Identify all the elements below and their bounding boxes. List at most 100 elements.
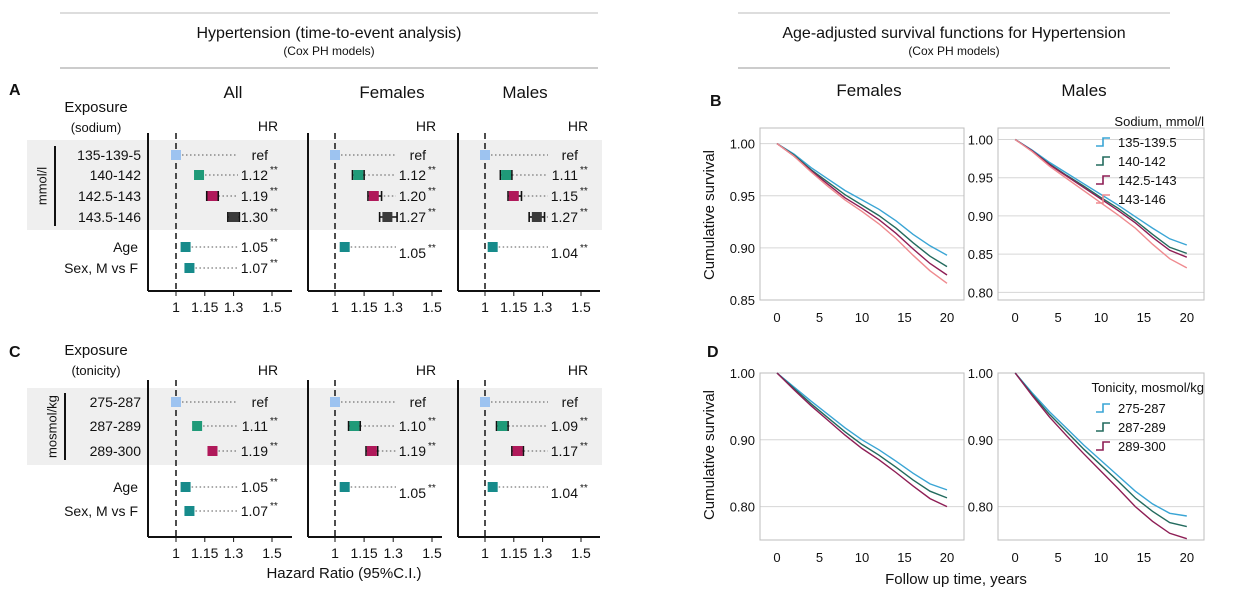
left-subtitle: (Cox PH models): [283, 44, 374, 58]
plot-frame: [997, 127, 1205, 301]
hr-marker: [480, 397, 490, 407]
hr-marker: [353, 170, 364, 180]
hr-value-label: 1.07: [241, 503, 268, 519]
hr-marker: [349, 421, 360, 431]
forest-tick-label: 1.5: [262, 299, 282, 315]
hr-marker: [487, 242, 498, 252]
right-title: Age-adjusted survival functions for Hype…: [782, 25, 1125, 42]
y-tick-label: 0.80: [968, 285, 993, 300]
exposure-label: Exposure: [64, 99, 127, 116]
survival-curve-d-females: [776, 372, 948, 508]
forest-tick-label: 1: [172, 545, 180, 561]
x-tick-label: 5: [1054, 550, 1061, 565]
x-tick-label: 20: [1180, 550, 1194, 565]
subplot-title-males: Males: [1061, 81, 1106, 100]
left-title: Hypertension (time-to-event analysis): [197, 25, 462, 42]
hr-value-label: 1.10: [399, 418, 426, 434]
hr-value-label: 1.07: [241, 260, 268, 276]
significance-marker: **: [428, 416, 436, 427]
hr-header: HR: [416, 118, 436, 134]
hr-marker: [366, 446, 377, 456]
hr-value-label: ref: [410, 394, 426, 410]
forest-tick-label: 1: [172, 299, 180, 315]
row-label: Age: [113, 239, 138, 255]
hr-marker: [180, 482, 191, 492]
panel-letter-d: D: [707, 344, 719, 361]
significance-marker: **: [580, 483, 588, 494]
survival-curve-d-males: [1014, 372, 1188, 540]
forest-tick-label: 1.5: [262, 545, 282, 561]
significance-marker: **: [580, 207, 588, 218]
survival-y-label: Cumulative survival: [701, 150, 718, 280]
plot-frame: [997, 372, 1205, 541]
x-tick-label: 20: [1180, 310, 1194, 325]
hr-header: HR: [258, 362, 278, 378]
survival-curve-b-males: [1014, 138, 1188, 258]
hr-value-label: ref: [252, 394, 268, 410]
y-tick-label: 1.00: [968, 366, 993, 381]
row-label: 289-300: [90, 443, 142, 459]
hr-value-label: 1.12: [399, 167, 426, 183]
forest-tick-label: 1.5: [571, 545, 591, 561]
survival-curve-d-males: [1014, 372, 1187, 517]
legend-entry: 275-287: [1118, 401, 1166, 416]
forest-tick-label: 1.3: [533, 299, 553, 315]
legend-entry: 143-146: [1118, 192, 1166, 207]
significance-marker: **: [580, 186, 588, 197]
hr-marker: [487, 482, 498, 492]
y-tick-label: 0.90: [968, 209, 993, 224]
hr-marker: [171, 397, 181, 407]
x-tick-label: 15: [1137, 550, 1151, 565]
forest-tick-label: 1.5: [422, 299, 442, 315]
exposure-label: Exposure: [64, 342, 127, 359]
hr-marker: [531, 212, 542, 222]
x-tick-label: 10: [1094, 550, 1108, 565]
hr-value-label: ref: [410, 147, 426, 163]
hr-marker: [207, 446, 218, 456]
significance-marker: **: [428, 165, 436, 176]
hr-value-label: 1.27: [399, 209, 426, 225]
survival-y-label: Cumulative survival: [701, 390, 718, 520]
y-tick-label: 0.85: [968, 247, 993, 262]
panel-letter-a: A: [9, 82, 21, 99]
legend-swatch: [1096, 422, 1110, 432]
hr-value-label: 1.05: [241, 479, 268, 495]
panel-letter-b: B: [710, 93, 722, 110]
column-title: Females: [359, 83, 424, 102]
legend-entry: 135-139.5: [1118, 135, 1177, 150]
forest-tick-label: 1.15: [350, 299, 377, 315]
row-label: 275-287: [90, 394, 142, 410]
hr-value-label: 1.27: [551, 209, 578, 225]
legend-swatch: [1096, 137, 1110, 147]
y-tick-label: 0.90: [968, 433, 993, 448]
forest-tick-label: 1.15: [500, 545, 527, 561]
survival-curve-b-females: [776, 143, 948, 268]
forest-tick-label: 1.15: [191, 299, 218, 315]
row-label: 140-142: [90, 167, 142, 183]
forest-tick-label: 1.5: [571, 299, 591, 315]
y-tick-label: 0.90: [730, 241, 755, 256]
row-label: Sex, M vs F: [64, 503, 138, 519]
hr-marker: [184, 263, 195, 273]
survival-curve-d-females: [776, 372, 948, 491]
hr-marker: [194, 170, 205, 180]
survival-curve-d-males: [1014, 372, 1187, 528]
forest-tick-label: 1.3: [224, 545, 244, 561]
legend-swatch: [1096, 156, 1110, 166]
legend-title: Tonicity, mosmol/kg: [1092, 380, 1204, 395]
x-tick-label: 10: [855, 550, 869, 565]
hr-value-label: 1.19: [241, 188, 268, 204]
forest-tick-label: 1.15: [350, 545, 377, 561]
group-label: mmol/l: [34, 167, 49, 205]
hr-value-label: 1.17: [551, 443, 578, 459]
forest-tick-label: 1.3: [224, 299, 244, 315]
hr-header: HR: [568, 362, 588, 378]
hr-marker: [207, 191, 218, 201]
subplot-title-females: Females: [836, 81, 901, 100]
exposure-sublabel: (tonicity): [71, 363, 120, 378]
hr-marker: [382, 212, 393, 222]
forest-x-axis-label: Hazard Ratio (95%C.I.): [266, 565, 421, 582]
hr-marker: [192, 421, 203, 431]
hr-marker: [339, 482, 350, 492]
